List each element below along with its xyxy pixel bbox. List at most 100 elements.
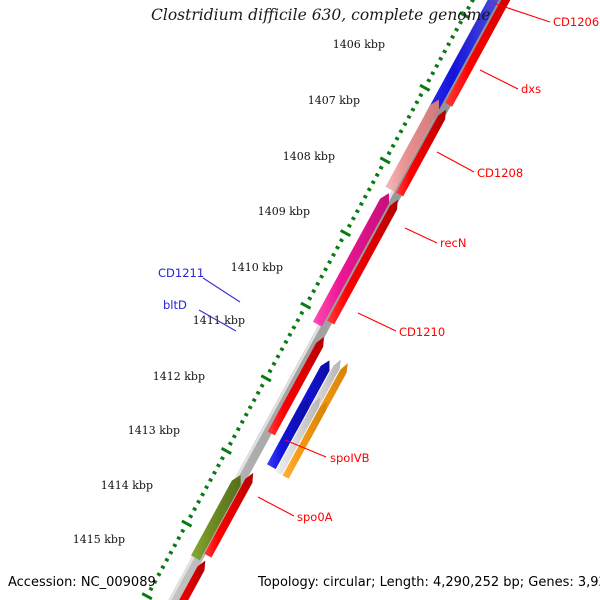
gene-arrow[interactable] xyxy=(267,398,309,470)
ruler-tick-minor xyxy=(323,267,329,272)
gene-arrow-cd1208[interactable] xyxy=(385,99,440,192)
ruler-tick-minor xyxy=(430,70,436,76)
gene-arrow-spo0a[interactable] xyxy=(163,560,206,600)
ruler-tick-minor xyxy=(295,317,301,323)
ruler-tick-minor xyxy=(335,245,340,250)
ruler-tick-minor xyxy=(402,121,408,127)
gene-track xyxy=(163,0,529,600)
ruler-tick-minor xyxy=(196,499,202,505)
ruler-tick-major xyxy=(300,301,312,310)
gene-label-spo0a[interactable]: spo0A xyxy=(297,510,333,524)
ruler-tick-minor xyxy=(410,107,416,112)
leader-line-cd1208 xyxy=(436,151,475,173)
ruler-tick-minor xyxy=(152,579,158,584)
ruler-tick-minor xyxy=(370,179,376,185)
ruler-tick-label: 1411 kbp xyxy=(193,314,245,327)
ruler-tick-minor xyxy=(291,325,297,330)
ruler-tick-minor xyxy=(255,390,261,396)
ruler-tick-minor xyxy=(446,41,452,47)
gene-label-dxs[interactable]: dxs xyxy=(521,82,541,96)
ruler-tick-minor xyxy=(227,441,233,446)
gene-label-bltd[interactable]: bltD xyxy=(163,298,187,312)
leader-line-cd1211 xyxy=(202,277,241,303)
ruler-tick-minor xyxy=(386,150,392,156)
ruler-tick-label: 1409 kbp xyxy=(258,205,310,218)
gene-arrow-bltd[interactable] xyxy=(282,401,328,479)
ruler-tick-minor xyxy=(315,281,321,287)
ruler-tick-minor xyxy=(235,426,241,432)
ruler-tick-minor xyxy=(327,259,333,265)
gene-arrow[interactable] xyxy=(204,472,254,558)
ruler-tick-minor xyxy=(231,434,237,439)
ruler-tick-minor xyxy=(339,238,344,243)
ruler-tick-minor xyxy=(200,492,206,497)
ruler-tick-minor xyxy=(354,208,360,214)
ruler-tick-minor xyxy=(188,514,194,519)
gene-arrow-spoivb[interactable] xyxy=(191,475,241,561)
gene-arrow-cd1210[interactable] xyxy=(267,336,324,436)
ruler-tick-major xyxy=(379,156,391,165)
leader-line-cd1206 xyxy=(492,2,551,23)
gene-label-cd1210[interactable]: CD1210 xyxy=(399,325,445,339)
ruler-tick-minor xyxy=(212,470,217,476)
ruler-tick-minor xyxy=(442,49,448,54)
leader-line-bltd xyxy=(198,309,237,332)
ruler-tick-minor xyxy=(239,419,245,425)
ruler-tick-minor xyxy=(168,550,174,555)
gene-label-cd1206[interactable]: CD1206 xyxy=(553,15,599,29)
gene-arrow-dxs[interactable] xyxy=(425,0,520,120)
genome-stats-label: Topology: circular; Length: 4,290,252 bp… xyxy=(257,575,600,590)
ruler-tick-minor xyxy=(390,143,396,149)
ruler-tick-minor xyxy=(243,412,249,417)
ruler-tick-minor xyxy=(414,100,420,105)
ruler-tick-major xyxy=(458,11,471,20)
gene-arrow-cd1206[interactable] xyxy=(445,0,529,107)
ruler-tick-minor xyxy=(247,405,253,410)
ruler-tick-minor xyxy=(271,361,277,367)
ruler-tick-minor xyxy=(279,346,285,352)
ruler-tick-minor xyxy=(307,296,313,301)
ruler-tick-minor xyxy=(311,288,317,294)
ruler-tick-minor xyxy=(219,455,225,461)
ruler-tick-minor xyxy=(180,528,186,534)
backbone-line xyxy=(168,0,509,600)
ruler-tick-minor xyxy=(208,477,213,483)
ruler-ticks xyxy=(141,0,475,600)
ruler-tick-minor xyxy=(319,274,325,279)
ruler-tick-minor xyxy=(358,201,364,207)
gene-label-layer: CD1206 dxs CD1208 recN CD1210 spoIVB spo… xyxy=(158,2,599,524)
accession-label: Accession: NC_009089 xyxy=(8,575,156,590)
ruler-tick-label: 1414 kbp xyxy=(101,479,153,492)
ruler-tick-major xyxy=(181,519,193,528)
ruler-tick-minor xyxy=(192,506,198,512)
ruler-tick-minor xyxy=(362,194,368,200)
gene-label-cd1211[interactable]: CD1211 xyxy=(158,266,204,280)
gene-label-cd1208[interactable]: CD1208 xyxy=(477,166,523,180)
ruler-tick-label: 1408 kbp xyxy=(283,150,335,163)
ruler-tick-minor xyxy=(374,172,380,178)
ruler-tick-major xyxy=(260,374,272,383)
gene-arrow[interactable] xyxy=(327,199,398,325)
ruler-tick-major xyxy=(141,592,153,600)
ruler-tick-label: 1410 kbp xyxy=(231,261,283,274)
gene-arrow-recn[interactable] xyxy=(312,193,389,327)
ruler-tick-minor xyxy=(287,332,293,338)
leader-line-dxs xyxy=(479,69,519,90)
ruler-tick-minor xyxy=(469,0,475,3)
gene-label-spoivb[interactable]: spoIVB xyxy=(330,451,370,465)
ruler-tick-minor xyxy=(267,368,273,374)
ruler-tick-major xyxy=(220,447,232,455)
ruler-tick-minor xyxy=(454,27,460,32)
gene-label-recn[interactable]: recN xyxy=(440,236,466,250)
gene-arrow[interactable] xyxy=(275,397,321,475)
ruler-tick-label: 1406 kbp xyxy=(333,38,385,51)
ruler-tick-minor xyxy=(251,397,257,403)
ruler-tick-label: 1413 kbp xyxy=(128,424,180,437)
ruler-tick-minor xyxy=(299,310,305,316)
ruler-tick-minor xyxy=(176,535,182,541)
ruler-tick-minor xyxy=(204,484,210,490)
gene-arrow[interactable] xyxy=(396,109,446,197)
ruler-tick-minor xyxy=(215,463,221,468)
ruler-tick-minor xyxy=(350,216,356,221)
